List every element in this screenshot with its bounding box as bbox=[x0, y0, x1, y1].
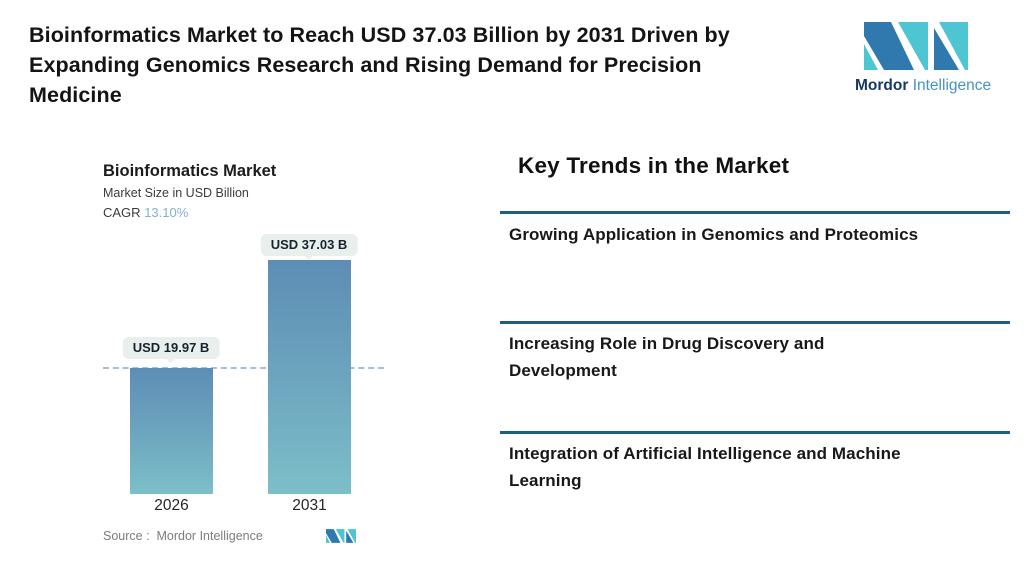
x-axis-label-2026: 2026 bbox=[154, 497, 189, 514]
chart-source: Source : Mordor Intelligence bbox=[103, 529, 263, 543]
trend-item-ai-ml: Integration of Artificial Intelligence a… bbox=[509, 444, 901, 490]
cagr-value: 13.10% bbox=[144, 205, 189, 220]
divider-line bbox=[500, 321, 1010, 324]
x-axis-label-2031: 2031 bbox=[292, 497, 327, 514]
trends-heading: Key Trends in the Market bbox=[518, 153, 790, 178]
chart-subtitle: Market Size in USD Billion bbox=[103, 186, 249, 200]
chart-title: Bioinformatics Market bbox=[103, 162, 277, 180]
bar-2031 bbox=[268, 260, 351, 494]
mordor-intelligence-logo-icon bbox=[864, 22, 968, 70]
brand-lockup: Mordor Intelligence bbox=[855, 22, 1024, 95]
trend-item-drug-discovery: Increasing Role in Drug Discovery and De… bbox=[509, 334, 825, 380]
mordor-intelligence-small-logo-icon bbox=[326, 529, 356, 543]
chart-cagr: CAGR 13.10% bbox=[103, 205, 188, 220]
data-label-2026: USD 19.97 B bbox=[122, 337, 220, 359]
bar-2026 bbox=[130, 367, 213, 494]
brand-suffix: Intelligence bbox=[912, 77, 992, 94]
cagr-label: CAGR bbox=[103, 205, 141, 220]
brand-wordmark: Mordor Intelligence bbox=[855, 77, 1024, 95]
divider-line bbox=[500, 431, 1010, 434]
reference-dashed-line bbox=[103, 367, 384, 369]
divider-line bbox=[500, 211, 1010, 214]
brand-name: Mordor bbox=[855, 77, 909, 94]
page-title: Bioinformatics Market to Reach USD 37.03… bbox=[29, 23, 730, 107]
trend-item-genomics-proteomics: Growing Application in Genomics and Prot… bbox=[509, 225, 919, 244]
data-label-2031: USD 37.03 B bbox=[260, 234, 358, 256]
